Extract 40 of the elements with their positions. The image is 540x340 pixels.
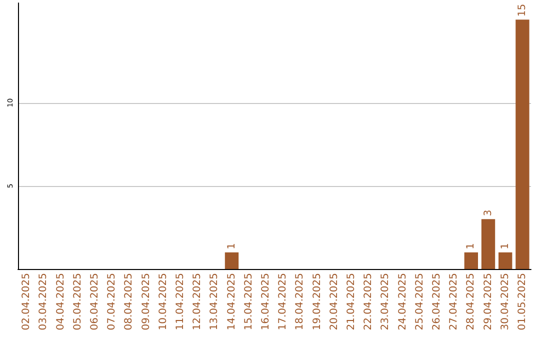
data-label: 1 bbox=[466, 243, 477, 250]
x-tick-label: 06.04.2025 bbox=[89, 273, 100, 330]
x-tick-label: 22.04.2025 bbox=[363, 273, 374, 330]
x-tick-label: 11.04.2025 bbox=[174, 273, 186, 330]
x-tick-label: 28.04.2025 bbox=[466, 273, 477, 330]
x-tick-label: 03.04.2025 bbox=[38, 273, 50, 330]
x-tick-label: 08.04.2025 bbox=[124, 273, 135, 330]
bar bbox=[516, 20, 530, 269]
x-tick-label: 18.04.2025 bbox=[294, 273, 306, 330]
x-tick-label: 19.04.2025 bbox=[312, 273, 323, 330]
bar bbox=[498, 252, 512, 269]
x-tick-label: 21.04.2025 bbox=[346, 273, 357, 330]
x-tick-label: 02.04.2025 bbox=[21, 273, 32, 330]
x-tick-label: 27.04.2025 bbox=[448, 273, 460, 330]
x-tick-label: 23.04.2025 bbox=[380, 273, 392, 330]
x-tick-label: 07.04.2025 bbox=[106, 273, 118, 330]
data-label: 3 bbox=[482, 210, 494, 216]
x-tick-label: 25.04.2025 bbox=[414, 273, 426, 330]
x-tick-label: 05.04.2025 bbox=[72, 273, 84, 330]
x-tick-label: 17.04.2025 bbox=[278, 273, 289, 330]
x-tick-label: 15.04.2025 bbox=[243, 273, 254, 330]
bar bbox=[224, 252, 239, 269]
x-tick-label: 13.04.2025 bbox=[209, 273, 220, 330]
x-tick-label: 12.04.2025 bbox=[192, 273, 204, 330]
x-tick-label: 16.04.2025 bbox=[260, 273, 272, 330]
x-tick-label: 01.05.2025 bbox=[516, 273, 528, 330]
x-tick-label: 26.04.2025 bbox=[431, 273, 442, 330]
x-tick-label: 14.04.2025 bbox=[226, 273, 238, 330]
x-tick-label: 10.04.2025 bbox=[158, 273, 169, 330]
x-tick-label: 29.04.2025 bbox=[482, 273, 494, 330]
x-tick-label: 30.04.2025 bbox=[500, 273, 511, 330]
data-label: 15 bbox=[516, 4, 528, 17]
data-label: 1 bbox=[500, 243, 511, 250]
x-tick-label: 04.04.2025 bbox=[55, 273, 66, 330]
bar bbox=[481, 219, 496, 269]
data-label: 1 bbox=[226, 243, 238, 250]
bar bbox=[464, 252, 478, 269]
x-tick-label: 09.04.2025 bbox=[140, 273, 152, 330]
x-tick-label: 20.04.2025 bbox=[328, 273, 340, 330]
x-tick-label: 24.04.2025 bbox=[397, 273, 408, 330]
